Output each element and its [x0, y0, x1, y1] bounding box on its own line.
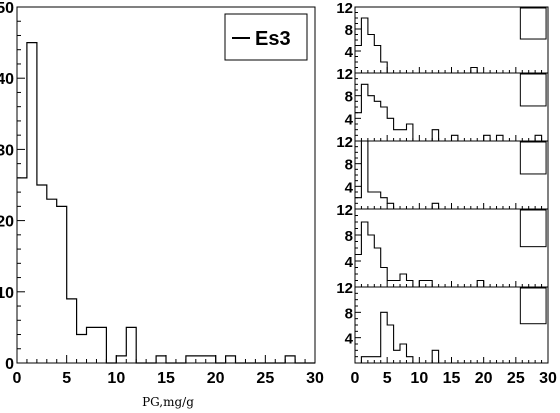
- panel-y-tick-label: 12: [336, 280, 353, 297]
- panel-x-tick-label: 30: [539, 370, 557, 387]
- main-y-tick-label: 40: [0, 71, 14, 88]
- main-x-tick-label: 0: [13, 370, 22, 387]
- panel-legend-box: [519, 209, 547, 248]
- panel-frame: [354, 208, 549, 288]
- main-x-tick-label: 10: [107, 370, 125, 387]
- main-y-tick-label: 10: [0, 285, 14, 302]
- panel-x-tick-label: 25: [507, 370, 525, 387]
- panel-y-tick-label: 4: [345, 179, 354, 196]
- panel-y-tick-label: 8: [345, 157, 353, 174]
- main-y-tick-label: 30: [0, 142, 14, 159]
- panel-5: 4 8 12 0 5 10 15 20 25 30: [336, 280, 557, 387]
- panel-histogram-series: [355, 311, 548, 364]
- panel-x-tick-label: 15: [443, 370, 461, 387]
- legend-label: Es3: [255, 28, 291, 50]
- panel-y-tick-label: 4: [345, 44, 354, 61]
- panel-y-tick-label: 4: [345, 111, 354, 128]
- panel-y-tick-label: 8: [345, 89, 353, 106]
- panel-2: 4 8 12: [336, 66, 549, 142]
- panel-legend-box: [519, 141, 547, 175]
- main-x-tick-label: 30: [306, 370, 324, 387]
- main-legend: Es3: [224, 13, 308, 61]
- panel-histogram-series: [355, 140, 548, 210]
- main-histogram-series: [17, 42, 315, 364]
- panel-histogram-series: [355, 17, 548, 74]
- panel-y-tick-label: 4: [345, 254, 354, 271]
- panel-frame: [354, 140, 549, 210]
- panel-legend-box: [519, 7, 547, 40]
- panel-x-tick-label: 5: [383, 370, 392, 387]
- panel-legend-box: [519, 73, 547, 107]
- main-x-tick-label: 25: [256, 370, 274, 387]
- main-x-tick-label: 20: [207, 370, 225, 387]
- panel-y-tick-label: 12: [336, 134, 353, 151]
- panel-y-tick-label: 12: [336, 202, 353, 219]
- panel-x-tick-label: 0: [351, 370, 360, 387]
- main-y-tick-label: 0: [5, 356, 14, 373]
- panel-y-tick-label: 12: [336, 0, 353, 17]
- panel-x-tick-label: 10: [410, 370, 428, 387]
- main-x-tick-label: 15: [157, 370, 175, 387]
- panel-histogram-series: [355, 83, 548, 142]
- panel-y-tick-label: 8: [345, 22, 353, 39]
- panel-frame: [354, 6, 549, 74]
- panel-x-tick-label: 20: [475, 370, 493, 387]
- panel-frame: [354, 286, 549, 364]
- stacked-histograms: 4 8 12 4 8 12 4 8 12 4 8 12 4 8 12 0 5 10 15 20 25 30: [336, 0, 557, 387]
- panel-y-tick-label: 8: [345, 228, 353, 245]
- panel-y-tick-label: 8: [345, 305, 353, 322]
- x-axis-label: PG,mg/g: [142, 395, 194, 409]
- panel-histogram-series: [355, 221, 548, 288]
- panel-4: 4 8 12: [336, 202, 549, 288]
- main-y-tick-label: 20: [0, 214, 14, 231]
- main-histogram: 0 5 10 15 20 25 30 0 10 20 30 40 50 Es3 PG,mg/g: [0, 0, 324, 409]
- main-y-tick-label: 50: [0, 0, 14, 17]
- panel-y-tick-label: 4: [345, 331, 354, 348]
- main-x-tick-label: 5: [62, 370, 71, 387]
- panel-1: 4 8 12: [336, 0, 549, 74]
- panel-y-tick-label: 12: [336, 66, 353, 83]
- panel-3: 4 8 12: [336, 134, 549, 210]
- panel-legend-box: [519, 287, 547, 325]
